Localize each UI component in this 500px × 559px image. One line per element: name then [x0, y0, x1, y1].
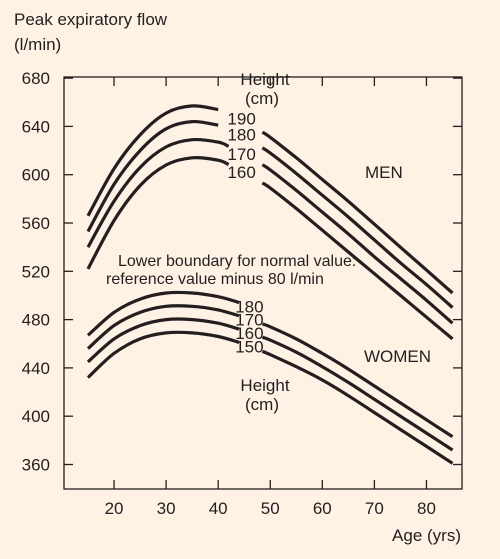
curve-women-150-tail: [261, 349, 454, 465]
annotation-line-1: Lower boundary for normal value:: [118, 253, 356, 270]
x-tick-label: 50: [261, 499, 280, 518]
x-tick-label: 40: [209, 499, 228, 518]
curve-men-190: [86, 104, 219, 217]
x-tick-label: 20: [105, 499, 124, 518]
series-label-men-170: 170: [227, 145, 255, 164]
y-tick-label: 560: [22, 214, 50, 233]
x-tick-label: 70: [365, 499, 384, 518]
x-axis: 20 30 40 50 60 70 80: [105, 77, 436, 518]
y-axis: 360 400 440 480 520 560 600 640 680: [22, 69, 462, 475]
x-tick-label: 60: [313, 499, 332, 518]
curve-women-170-tail: [261, 322, 454, 439]
series-label-men-160: 160: [227, 163, 255, 182]
men-group-label: MEN: [365, 163, 403, 182]
women-group-label: WOMEN: [364, 347, 431, 366]
curves: [86, 104, 454, 465]
y-axis-title-line-1: Peak expiratory flow: [14, 10, 168, 29]
curve-men-160: [86, 156, 230, 270]
curve-women-180: [86, 290, 240, 337]
x-tick-label: 30: [157, 499, 176, 518]
curve-men-160-tail: [261, 181, 454, 341]
y-tick-label: 440: [22, 359, 50, 378]
men-height-unit: (cm): [245, 89, 279, 108]
curve-women-170: [86, 304, 240, 350]
curve-women-160: [86, 317, 240, 364]
curve-men-190-tail: [261, 130, 454, 295]
men-height-label: Height: [240, 70, 289, 89]
series-label-women-180: 180: [235, 297, 263, 316]
y-tick-label: 640: [22, 117, 50, 136]
y-tick-label: 520: [22, 262, 50, 281]
series-label-women-160: 160: [235, 324, 263, 343]
women-height-unit: (cm): [245, 395, 279, 414]
plot-frame: [63, 76, 463, 490]
curve-men-180-tail: [261, 146, 454, 309]
y-tick-label: 680: [22, 69, 50, 88]
curve-women-150: [86, 330, 240, 379]
curve-men-180: [86, 119, 219, 233]
series-label-women-170: 170: [235, 311, 263, 330]
women-height-label: Height: [240, 376, 289, 395]
curve-men-170: [86, 137, 230, 248]
series-label-men-190: 190: [227, 110, 255, 129]
series-label-women-150: 150: [235, 337, 263, 356]
annotation-line-2: reference value minus 80 l/min: [106, 271, 324, 288]
y-tick-label: 600: [22, 166, 50, 185]
y-tick-label: 400: [22, 407, 50, 426]
y-tick-label: 360: [22, 456, 50, 475]
series-label-men-180: 180: [227, 125, 255, 144]
y-axis-title-line-2: (l/min): [14, 35, 61, 54]
curve-men-170-tail: [261, 163, 454, 325]
y-tick-label: 480: [22, 311, 50, 330]
x-axis-title: Age (yrs): [392, 526, 461, 545]
curve-women-160-tail: [261, 335, 454, 452]
x-tick-label: 80: [417, 499, 436, 518]
